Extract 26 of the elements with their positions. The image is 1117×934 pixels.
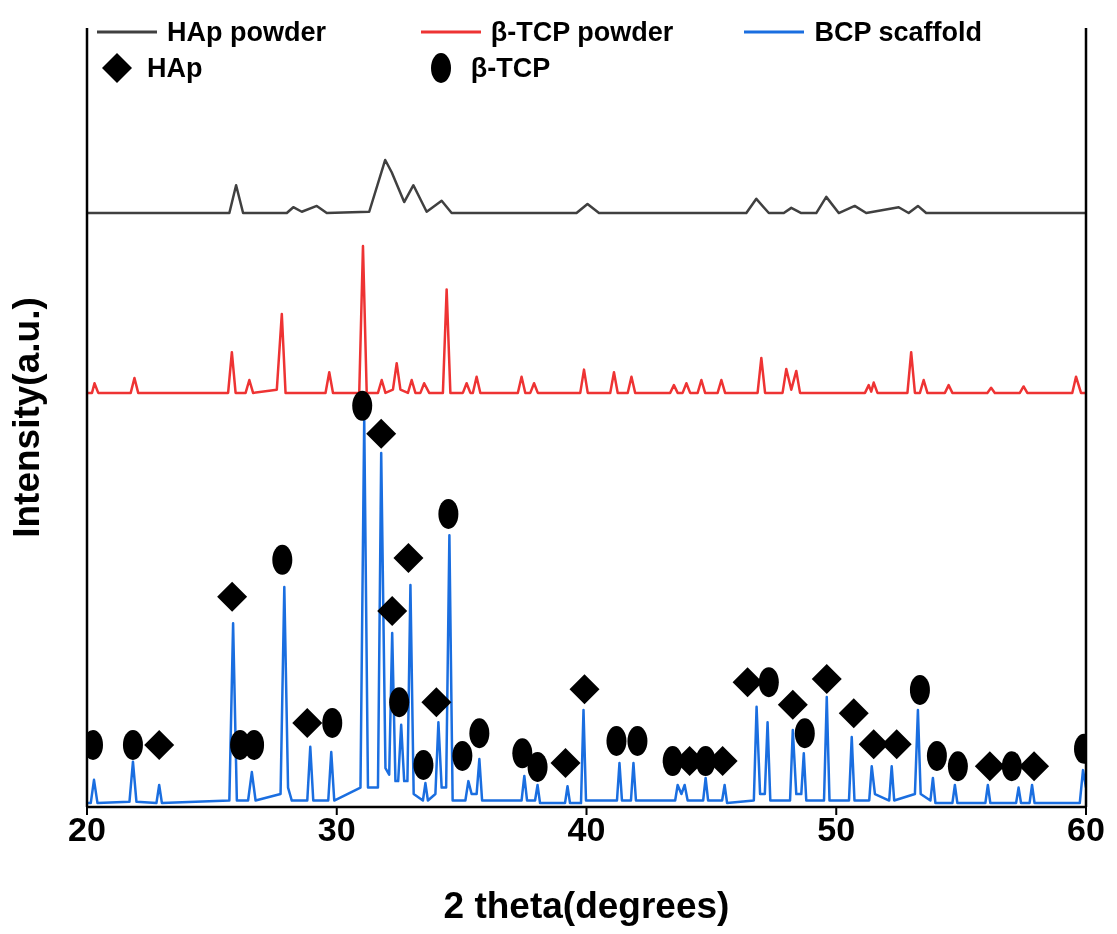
point <box>838 698 869 729</box>
legend-label: HAp powder <box>167 16 326 48</box>
point <box>421 687 452 718</box>
y-axis-title: Intensity(a.u.) <box>6 297 48 538</box>
legend-label: BCP scaffold <box>814 16 982 48</box>
x-tick-label: 50 <box>817 810 856 849</box>
point <box>569 674 600 705</box>
point <box>1019 751 1050 782</box>
x-axis-title: 2 theta(degrees) <box>443 885 730 926</box>
point <box>144 729 175 760</box>
point <box>550 748 581 778</box>
point <box>366 418 397 449</box>
point <box>777 689 808 720</box>
x-tick-label: 40 <box>567 810 606 849</box>
legend-label: β-TCP powder <box>490 16 674 48</box>
point <box>974 751 1005 782</box>
x-tick-label: 20 <box>68 810 106 849</box>
point <box>217 581 248 612</box>
x-tick-label: 30 <box>317 810 356 849</box>
point <box>811 663 842 694</box>
point <box>393 542 424 573</box>
legend-label: β-TCP <box>470 52 551 84</box>
legend-label: HAp <box>147 52 203 84</box>
point <box>292 707 323 738</box>
x-tick-label: 60 <box>1067 810 1105 849</box>
point <box>377 595 408 626</box>
